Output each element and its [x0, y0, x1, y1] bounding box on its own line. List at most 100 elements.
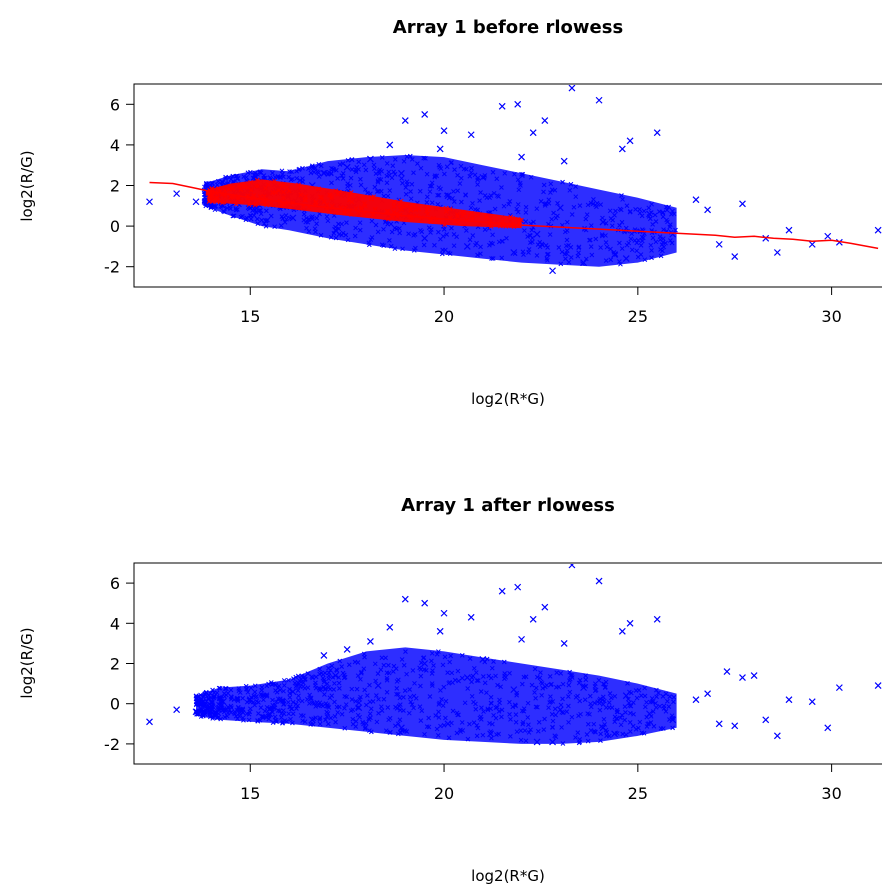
data-point	[636, 687, 642, 693]
data-point	[607, 208, 613, 214]
data-point	[613, 716, 619, 721]
data-point	[541, 182, 547, 188]
data-point	[692, 196, 700, 204]
data-point	[490, 721, 495, 727]
data-point	[585, 202, 591, 208]
data-point	[515, 177, 521, 183]
data-point	[824, 724, 832, 732]
data-point	[600, 697, 606, 703]
data-point	[657, 234, 663, 239]
data-point	[426, 724, 432, 730]
data-point	[649, 255, 654, 261]
data-point	[508, 716, 513, 722]
data-point	[613, 252, 619, 257]
data-point	[641, 208, 647, 214]
data-point	[146, 718, 153, 726]
data-point	[341, 675, 347, 681]
data-point	[417, 665, 422, 671]
data-point	[213, 203, 219, 209]
data-point	[360, 719, 365, 725]
data-point	[648, 720, 654, 725]
data-point	[576, 680, 582, 686]
data-point	[597, 707, 603, 713]
data-point	[432, 173, 438, 179]
data-point	[268, 680, 274, 685]
data-point	[206, 696, 212, 701]
data-point	[628, 236, 634, 242]
data-point	[321, 679, 327, 685]
data-point	[552, 706, 558, 712]
data-point	[363, 167, 369, 173]
data-point	[363, 721, 369, 726]
data-point	[598, 202, 604, 207]
data-point	[467, 613, 475, 621]
data-point	[332, 699, 337, 705]
fitted-point	[230, 185, 236, 191]
data-point	[626, 619, 634, 627]
data-point	[529, 682, 535, 688]
data-point	[429, 683, 435, 688]
data-point	[436, 162, 442, 168]
data-point	[606, 700, 612, 705]
data-point	[525, 715, 531, 720]
data-point	[575, 253, 581, 259]
data-point	[488, 193, 494, 198]
data-point	[653, 129, 661, 137]
fitted-point	[443, 205, 449, 211]
data-point	[667, 694, 673, 699]
data-point	[648, 242, 654, 248]
data-point	[366, 637, 374, 645]
data-point	[446, 250, 451, 256]
data-point	[358, 694, 363, 700]
fitted-point	[416, 206, 422, 212]
data-point	[704, 690, 712, 698]
fitted-point	[302, 197, 308, 203]
data-point	[750, 672, 758, 679]
data-point	[583, 256, 589, 262]
data-point	[475, 207, 481, 213]
data-point	[372, 166, 377, 172]
data-point	[551, 210, 556, 216]
data-point	[332, 681, 337, 686]
data-point	[630, 723, 636, 729]
data-point	[272, 174, 278, 180]
data-point	[350, 721, 356, 727]
data-point	[583, 683, 589, 689]
data-point	[336, 226, 342, 232]
data-point	[373, 678, 379, 684]
data-point	[553, 712, 558, 718]
data-point	[663, 240, 668, 246]
data-point	[248, 216, 254, 222]
data-point	[281, 688, 286, 694]
data-point	[247, 213, 253, 218]
data-point	[518, 635, 525, 643]
data-point	[378, 704, 384, 710]
data-point	[630, 700, 636, 705]
data-point	[441, 684, 447, 690]
fitted-point	[209, 186, 215, 191]
data-point	[673, 227, 678, 233]
data-point	[340, 230, 346, 236]
data-point	[670, 208, 675, 214]
data-point	[397, 717, 403, 723]
data-point	[479, 705, 484, 711]
data-point	[585, 738, 591, 744]
data-point	[251, 693, 257, 699]
data-point	[225, 710, 231, 716]
data-point	[422, 731, 427, 737]
data-point	[650, 235, 656, 241]
data-point	[658, 726, 664, 731]
data-point	[541, 603, 549, 611]
fitted-point	[298, 192, 304, 198]
data-point	[421, 599, 429, 607]
data-point	[618, 145, 626, 153]
data-point	[482, 173, 488, 178]
data-point	[671, 694, 677, 700]
data-point	[228, 687, 234, 693]
fitted-point	[270, 190, 276, 195]
data-point	[560, 696, 565, 702]
data-point	[336, 221, 341, 227]
data-point	[418, 683, 423, 689]
fitted-point	[336, 210, 341, 216]
data-point	[272, 224, 278, 230]
